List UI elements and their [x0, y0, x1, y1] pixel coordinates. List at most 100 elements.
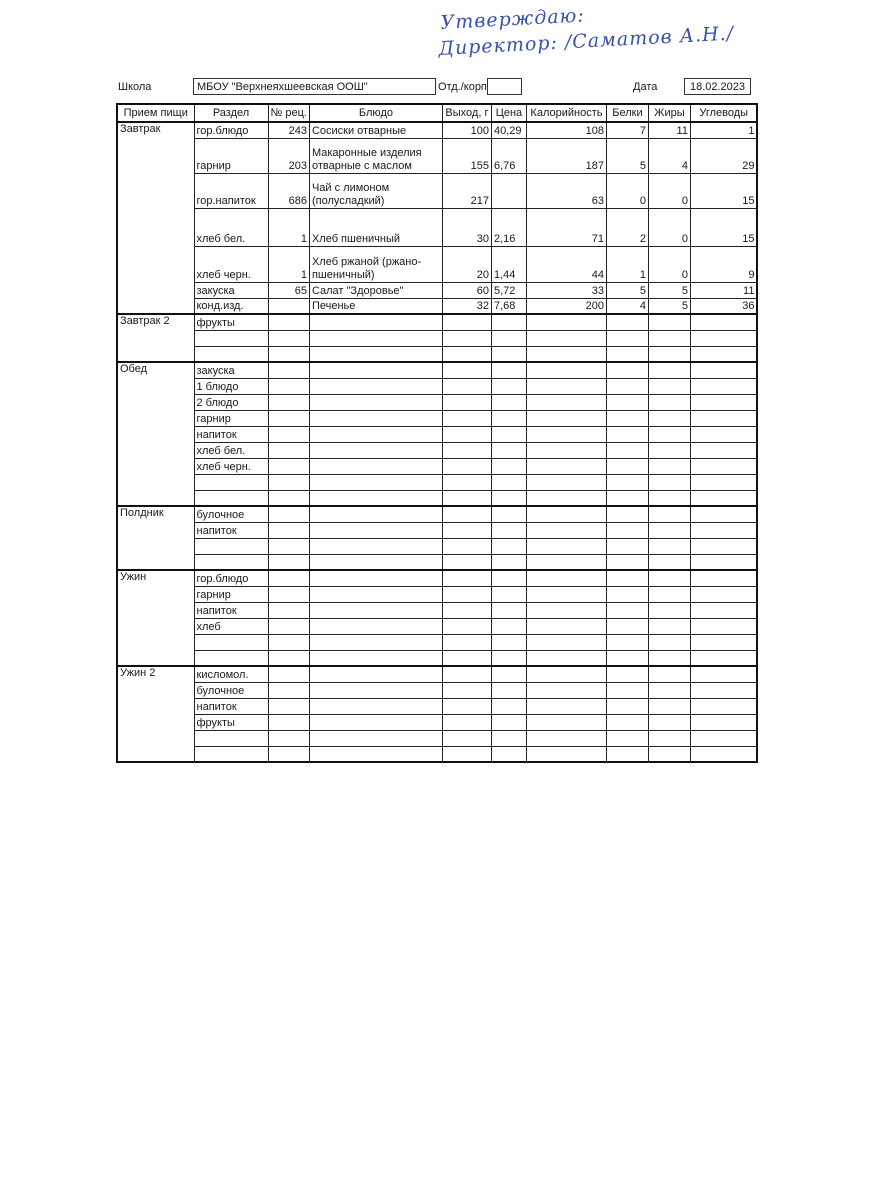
cell-section: [193, 345, 269, 363]
cell-fat: 5: [647, 281, 691, 299]
cell-recipe: [267, 713, 310, 731]
cell-carbs: [689, 697, 758, 715]
cell-section: хлеб черн.: [193, 457, 269, 475]
cell-protein: [605, 601, 649, 619]
cell-kcal: [525, 569, 607, 587]
cell-dish: Чай с лимоном (полусладкий): [308, 172, 443, 209]
cell-carbs: [689, 313, 758, 331]
cell-section: хлеб бел.: [193, 441, 269, 459]
cell-price: [490, 633, 527, 651]
cell-section: [193, 649, 269, 667]
table-row: напиток: [117, 697, 758, 715]
cell-recipe: [267, 345, 310, 363]
table-row: Завтрак 2 фрукты: [116, 313, 758, 363]
table-row: 2 блюдо: [117, 393, 758, 411]
table-row: Обед закуска: [116, 361, 758, 507]
table-row: закуска 65 Салат "Здоровье" 60 5,72 33 5 5 11: [117, 281, 758, 299]
cell-yield: [441, 713, 492, 731]
cell-protein: 2: [605, 207, 649, 247]
cell-carbs: 36: [689, 297, 758, 315]
cell-dish: [308, 569, 443, 587]
column-header: Углеводы: [689, 103, 758, 123]
cell-protein: [605, 409, 649, 427]
cell-recipe: 1: [267, 245, 310, 283]
cell-kcal: [525, 585, 607, 603]
cell-price: [490, 457, 527, 475]
table-row: Завтрак гор.блюдо 243 Сосиски отварные 100 40…: [116, 121, 758, 315]
cell-kcal: [525, 473, 607, 491]
cell-yield: [441, 537, 492, 555]
cell-price: [490, 505, 527, 523]
cell-section: [193, 553, 269, 571]
cell-kcal: [525, 697, 607, 715]
cell-price: [490, 537, 527, 555]
column-header: Калорийность: [525, 103, 607, 123]
cell-yield: [441, 393, 492, 411]
cell-section: [193, 473, 269, 491]
table-row: Полдник булочное: [116, 505, 758, 571]
column-header: Раздел: [193, 103, 269, 123]
cell-protein: [605, 681, 649, 699]
cell-dish: [308, 361, 443, 379]
cell-kcal: [525, 633, 607, 651]
cell-fat: 0: [647, 245, 691, 283]
cell-fat: 0: [647, 172, 691, 209]
cell-kcal: [525, 665, 607, 683]
cell-yield: [441, 745, 492, 763]
approval-line-1: Утверждаю:: [440, 4, 586, 34]
cell-dish: [308, 697, 443, 715]
cell-protein: [605, 313, 649, 331]
cell-yield: [441, 425, 492, 443]
cell-kcal: [525, 425, 607, 443]
cell-fat: [647, 409, 691, 427]
table-row: конд.изд. Печенье 32 7,68 200 4 5 36: [117, 297, 758, 315]
cell-price: [490, 361, 527, 379]
cell-kcal: 108: [525, 121, 607, 139]
cell-kcal: [525, 505, 607, 523]
cell-fat: [647, 441, 691, 459]
table-row: фрукты: [117, 713, 758, 731]
cell-price: 40,29: [490, 121, 527, 139]
cell-dish: [308, 649, 443, 667]
cell-recipe: [267, 569, 310, 587]
cell-dish: [308, 505, 443, 523]
cell-yield: [441, 473, 492, 491]
cell-carbs: [689, 633, 758, 651]
cell-protein: [605, 649, 649, 667]
cell-yield: [441, 649, 492, 667]
cell-fat: [647, 505, 691, 523]
cell-fat: [647, 393, 691, 411]
cell-recipe: [267, 297, 310, 315]
cell-price: [490, 601, 527, 619]
cell-fat: [647, 345, 691, 363]
meal-name: Завтрак 2: [116, 313, 195, 363]
cell-dish: [308, 425, 443, 443]
cell-carbs: [689, 681, 758, 699]
cell-kcal: [525, 713, 607, 731]
cell-dish: Макаронные изделия отварные с маслом: [308, 137, 443, 174]
cell-price: 1,44: [490, 245, 527, 283]
dept-label: Отд./корп: [438, 81, 487, 93]
cell-recipe: 1: [267, 207, 310, 247]
cell-kcal: 33: [525, 281, 607, 299]
cell-carbs: 1: [689, 121, 758, 139]
cell-carbs: [689, 537, 758, 555]
date-field: 18.02.2023: [684, 78, 751, 95]
table-row: хлеб черн.: [117, 457, 758, 475]
cell-dish: Хлеб ржаной (ржано-пшеничный): [308, 245, 443, 283]
table-header-row: Прием пищи Раздел № рец. Блюдо Выход, г Цена К…: [116, 103, 758, 123]
cell-fat: [647, 425, 691, 443]
cell-recipe: 686: [267, 172, 310, 209]
column-header: Жиры: [647, 103, 691, 123]
table-row: [117, 473, 758, 491]
table-row: [117, 489, 758, 507]
meal-name: Обед: [116, 361, 195, 507]
cell-price: [490, 585, 527, 603]
cell-protein: [605, 697, 649, 715]
table-row: [117, 649, 758, 667]
cell-price: [490, 441, 527, 459]
cell-section: гарнир: [193, 585, 269, 603]
cell-fat: [647, 361, 691, 379]
meal-name: Завтрак: [116, 121, 195, 315]
cell-recipe: [267, 649, 310, 667]
